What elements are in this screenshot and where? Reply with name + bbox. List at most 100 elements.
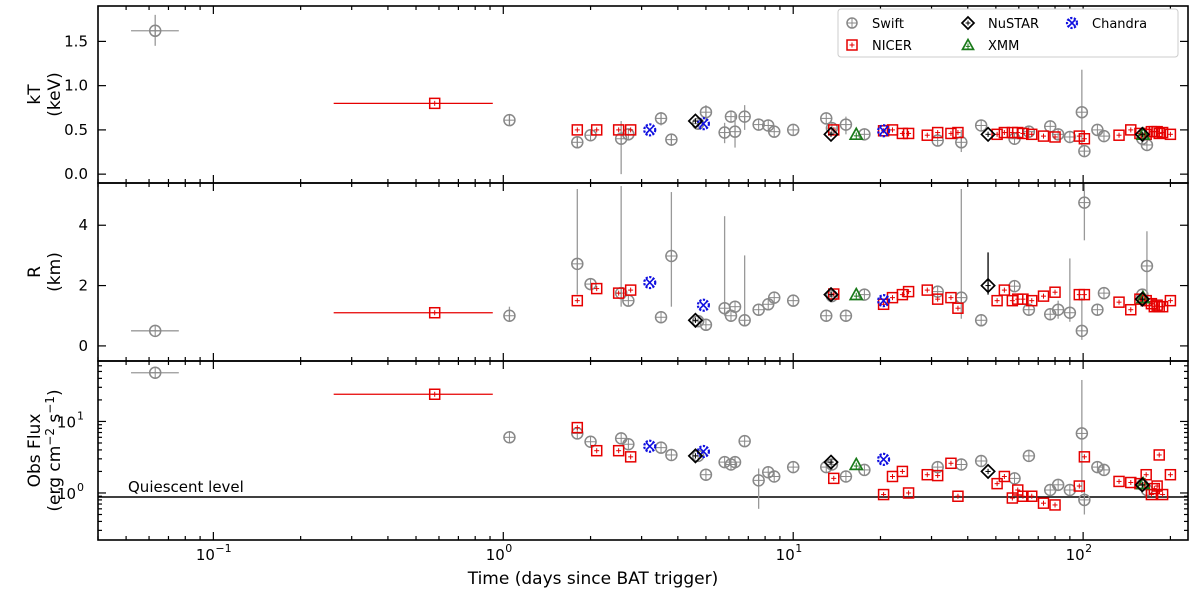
swift-point-R-23 [955, 291, 968, 304]
nicer-point-F-27 [1140, 468, 1152, 481]
nicer-point-F-21 [1049, 499, 1061, 511]
y-tick-label-kT-3: 1.5 [64, 32, 88, 50]
nicer-point-R-0 [428, 306, 441, 319]
nustar-point-R-3 [1134, 291, 1151, 307]
nicer-point-R-19 [1026, 294, 1038, 307]
nicer-point-R-13 [952, 302, 964, 314]
swift-point-kT-29 [1063, 130, 1077, 144]
swift-point-F-27 [1043, 483, 1057, 497]
x-tick-exp-2: 1 [795, 542, 802, 555]
swift-point-kT-6 [654, 112, 668, 125]
nicer-point-F-0 [428, 388, 441, 401]
swift-point-R-7 [665, 249, 678, 263]
nicer-point-F-11 [931, 469, 944, 482]
nicer-point-F-25 [1125, 476, 1137, 489]
y-tick-label-R-2: 4 [78, 216, 88, 234]
nicer-point-R-9 [902, 285, 915, 298]
nicer-point-kT-21 [1049, 131, 1061, 143]
nicer-point-kT-32 [1156, 126, 1169, 139]
nicer-point-F-3 [612, 444, 625, 457]
y-tick-label-kT-0: 0.0 [64, 165, 88, 183]
nicer-point-kT-19 [1026, 128, 1038, 141]
nicer-point-R-24 [1113, 296, 1125, 308]
y-axis-title-flux-1: Obs Flux [25, 414, 45, 488]
swift-point-R-29 [1063, 306, 1077, 319]
swift-point-F-23 [955, 458, 968, 471]
y-tick-label-R-0: 0 [78, 337, 88, 355]
swift-point-F-17 [786, 460, 800, 474]
nicer-point-kT-3 [612, 124, 625, 136]
swift-point-F-24 [974, 454, 988, 468]
chandra-point-F-2 [876, 452, 891, 466]
swift-point-F-13 [738, 434, 751, 448]
nicer-point-R-8 [896, 288, 909, 301]
swift-point-kT-1 [503, 113, 516, 127]
hline-layer: Quiescent level [98, 478, 1188, 498]
swift-point-F-31 [1078, 493, 1091, 507]
swift-point-F-14 [752, 474, 765, 487]
legend-marker-xmm [961, 37, 975, 51]
swift-point-R-17 [786, 294, 800, 307]
swift-point-R-18 [819, 309, 833, 322]
legend-box [837, 8, 1179, 58]
swift-point-kT-33 [1097, 129, 1111, 143]
nicer-point-kT-2 [590, 124, 603, 136]
nicer-point-R-33 [1164, 294, 1177, 307]
nicer-point-kT-9 [902, 127, 915, 140]
y-tick-label-Flux-0: 10 [57, 485, 76, 503]
chandra-point-R-1 [696, 298, 710, 312]
chandra-point-R-2 [876, 294, 891, 308]
legend-label-nustar: NuSTAR [988, 17, 1039, 32]
nicer-point-R-1 [571, 294, 584, 307]
swift-point-kT-2 [571, 136, 584, 149]
nustar-point-kT-2 [980, 126, 996, 143]
legend-label-xmm: XMM [988, 39, 1019, 54]
swift-point-R-9 [699, 318, 713, 332]
swift-point-R-2 [571, 257, 584, 271]
swift-point-kT-16 [767, 125, 781, 138]
swift-point-F-1 [503, 431, 516, 444]
swift-point-kT-31 [1078, 144, 1091, 158]
swift-point-F-6 [654, 441, 668, 454]
nicer-point-F-19 [1026, 490, 1038, 502]
nicer-point-F-10 [921, 468, 934, 481]
y-axis-title-R-1: R [25, 266, 45, 278]
y-tick-label-kT-2: 1.0 [64, 77, 88, 95]
nicer-point-kT-4 [624, 124, 637, 136]
nicer-point-R-32 [1156, 300, 1169, 313]
nicer-point-kT-10 [921, 129, 934, 141]
nicer-point-R-3 [612, 287, 625, 299]
swift-point-kT-32 [1091, 123, 1104, 137]
nicer-point-F-20 [1037, 497, 1050, 509]
x-tick-label-1: 10 [486, 546, 505, 564]
legend-marker-chandra [1065, 16, 1079, 30]
swift-point-F-5 [622, 437, 635, 451]
swift-point-F-7 [665, 448, 678, 462]
swift-point-R-6 [654, 311, 668, 324]
xmm-point-R-0 [848, 286, 864, 301]
swift-point-kT-22 [931, 134, 944, 147]
nicer-point-kT-20 [1037, 130, 1050, 142]
nicer-point-R-15 [998, 284, 1011, 296]
swift-point-R-35 [1140, 259, 1154, 273]
nicer-point-F-24 [1113, 475, 1125, 488]
series-xmm [848, 126, 1151, 490]
nicer-point-R-2 [590, 282, 603, 295]
nicer-point-R-14 [991, 294, 1003, 307]
nicer-point-F-4 [624, 451, 637, 463]
swift-point-F-4 [614, 432, 628, 445]
legend-marker-nustar [960, 15, 976, 31]
swift-point-R-28 [1051, 303, 1065, 316]
xmm-point-kT-0 [848, 126, 864, 141]
nicer-point-F-31 [1153, 449, 1165, 461]
y-axis-title-flux-2: (erg cm−2 s−1) [43, 389, 65, 511]
nicer-point-F-5 [828, 472, 840, 485]
nicer-point-kT-0 [428, 97, 441, 110]
swift-point-kT-30 [1075, 105, 1089, 119]
swift-point-R-31 [1078, 196, 1091, 209]
nicer-point-kT-23 [1078, 133, 1091, 145]
nustar-point-R-1 [823, 286, 839, 303]
swift-point-kT-20 [839, 118, 853, 131]
swift-point-R-0 [148, 324, 162, 338]
